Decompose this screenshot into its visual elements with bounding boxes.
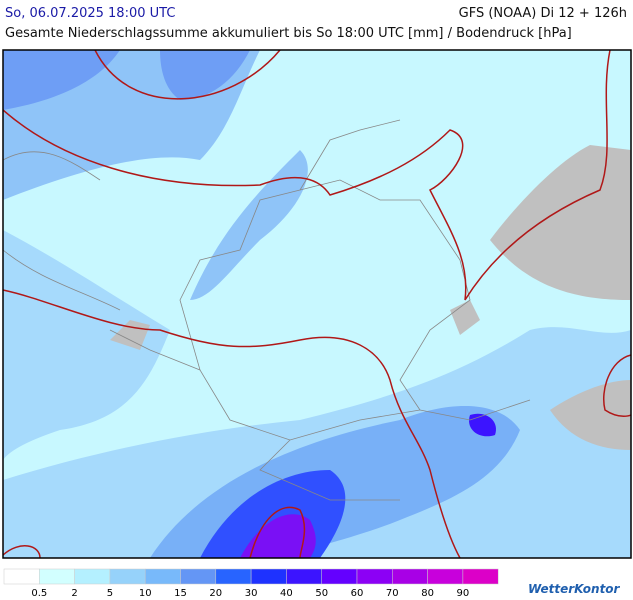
- legend-label: 15: [174, 588, 187, 599]
- precip: [190, 150, 308, 300]
- legend-label: 0.5: [31, 588, 47, 599]
- legend-swatch: [74, 568, 111, 585]
- legend-swatch: [286, 568, 322, 585]
- legend-label: 60: [351, 588, 364, 599]
- subtitle: Gesamte Niederschlagssumme akkumuliert b…: [5, 26, 572, 41]
- legend-swatch: [215, 568, 252, 585]
- legend-swatch: [462, 568, 499, 585]
- model: GFS (NOAA) Di 12 + 126h: [458, 6, 627, 21]
- legend-swatch: [392, 568, 428, 585]
- legend-label: 40: [280, 588, 293, 599]
- legend-swatch: [39, 568, 75, 585]
- precip: [160, 50, 250, 100]
- legend-swatch: [427, 568, 464, 585]
- precip: [240, 514, 316, 558]
- date: So, 06.07.2025 18:00 UTC: [5, 6, 176, 21]
- legend-label: 2: [71, 588, 77, 599]
- legend-label: 5: [107, 588, 113, 599]
- legend-label: 20: [209, 588, 222, 599]
- precip: [3, 230, 170, 460]
- legend-label: 70: [386, 588, 399, 599]
- legend-swatch: [321, 568, 358, 585]
- logo: WetterKontor: [528, 582, 620, 596]
- land: [490, 145, 631, 300]
- precip: [3, 50, 120, 110]
- legend-label: 50: [315, 588, 328, 599]
- legend-swatch: [250, 568, 287, 585]
- legend-label: 80: [421, 588, 434, 599]
- legend: 0.5 2 5 10 15 20 30 40 50 60 70 80 90: [3, 568, 499, 599]
- legend-label: 10: [139, 588, 152, 599]
- land: [550, 380, 631, 450]
- isobars: [2, 49, 632, 559]
- legend-swatch: [3, 568, 40, 585]
- legend-swatch: [144, 568, 181, 585]
- legend-swatch: [356, 568, 393, 585]
- map-frame: [2, 49, 632, 559]
- legend-label: 30: [245, 588, 258, 599]
- legend-swatch: [109, 568, 146, 585]
- legend-swatch: [180, 568, 217, 585]
- precip: [469, 413, 496, 437]
- legend-label: 90: [457, 588, 470, 599]
